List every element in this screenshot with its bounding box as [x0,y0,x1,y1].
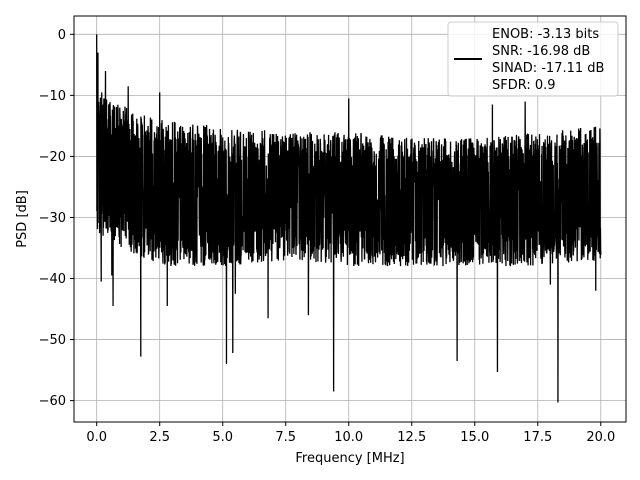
y-axis-ticks: 0 −10 −20 −30 −40 −50 −60 [39,28,74,409]
legend-entry-sfdr: SFDR: 0.9 [492,78,556,93]
y-tick-label: 0 [58,28,66,43]
x-axis-label: Frequency [MHz] [295,451,404,466]
x-tick-label: 7.5 [275,430,296,445]
legend: ENOB: -3.13 bits SNR: -16.98 dB SINAD: -… [447,21,619,97]
x-tick-label: 0.0 [86,430,107,445]
x-tick-label: 20.0 [586,430,615,445]
y-tick-label: −10 [39,89,66,104]
y-tick-label: −50 [39,333,66,348]
psd-series-line [96,34,602,403]
x-tick-label: 2.5 [149,430,170,445]
x-axis-ticks: 0.0 2.5 5.0 7.5 10.0 12.5 15.0 17.5 20.0 [86,422,615,445]
y-tick-label: −20 [39,150,66,165]
plot-frame [73,15,627,423]
legend-entry-sinad: SINAD: -17.11 dB [492,61,604,76]
y-tick-label: −30 [39,211,66,226]
x-tick-label: 10.0 [334,430,363,445]
legend-box [447,21,619,97]
legend-entry-snr: SNR: -16.98 dB [492,44,590,59]
y-axis-label: PSD [dB] [15,190,30,248]
x-tick-label: 5.0 [212,430,233,445]
legend-entry-enob: ENOB: -3.13 bits [492,27,599,42]
x-tick-label: 17.5 [523,430,552,445]
x-tick-label: 12.5 [397,430,426,445]
plot-area [96,34,602,403]
y-tick-label: −40 [39,272,66,287]
x-tick-label: 15.0 [460,430,489,445]
y-tick-label: −60 [39,394,66,409]
